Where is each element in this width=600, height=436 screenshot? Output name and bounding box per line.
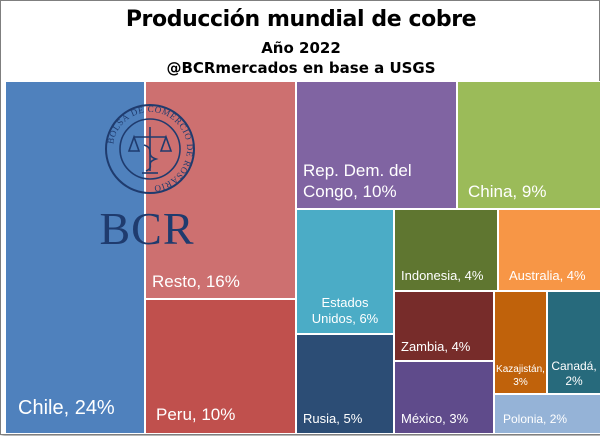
treemap-label: Rusia, 5% xyxy=(303,410,363,426)
treemap-label: Peru, 10% xyxy=(156,404,236,424)
chart-title: Producción mundial de cobre xyxy=(125,7,477,32)
treemap-label: Zambia, 4% xyxy=(401,338,471,354)
treemap-cell-rep-dem-del-congo: Rep. Dem. del Congo, 10% xyxy=(296,81,457,209)
treemap-label: Kazajistán, 3% xyxy=(496,364,545,388)
treemap-cell-china: China, 9% xyxy=(457,81,600,209)
treemap-label: Resto, 16% xyxy=(152,271,240,291)
treemap-cell-canad-: Canadá, 2% xyxy=(547,291,600,394)
treemap-cell-zambia: Zambia, 4% xyxy=(394,291,494,361)
treemap-cell-peru: Peru, 10% xyxy=(145,299,296,434)
treemap-label: Polonia, 2% xyxy=(503,412,568,426)
bcr-logo-text: BCR xyxy=(99,203,195,254)
treemap-cell-chile: Chile, 24% xyxy=(5,81,145,434)
treemap-cell-rusia: Rusia, 5% xyxy=(296,334,394,434)
treemap-label: Chile, 24% xyxy=(18,397,115,419)
treemap-cell-polonia: Polonia, 2% xyxy=(494,394,600,434)
treemap-label: Indonesia, 4% xyxy=(401,267,484,283)
treemap-label: Rep. Dem. del Congo, 10% xyxy=(303,160,412,201)
treemap-label: China, 9% xyxy=(468,181,547,201)
treemap-cell-kazajist-n: Kazajistán, 3% xyxy=(494,291,547,394)
chart-subtitle: Año 2022 xyxy=(261,39,341,57)
treemap-label: México, 3% xyxy=(401,410,469,426)
chart-source: @BCRmercados en base a USGS xyxy=(166,59,436,77)
treemap-cell-australia: Australia, 4% xyxy=(498,209,600,291)
treemap-label: Canadá, 2% xyxy=(551,359,597,388)
treemap-label: Australia, 4% xyxy=(509,267,586,283)
treemap-cell-resto: Resto, 16% xyxy=(145,81,296,299)
treemap-label: Estados Unidos, 6% xyxy=(311,294,379,326)
treemap-cell-estados-unidos: Estados Unidos, 6% xyxy=(296,209,394,334)
treemap-cell-m-xico: México, 3% xyxy=(394,361,494,434)
treemap-cell-indonesia: Indonesia, 4% xyxy=(394,209,498,291)
